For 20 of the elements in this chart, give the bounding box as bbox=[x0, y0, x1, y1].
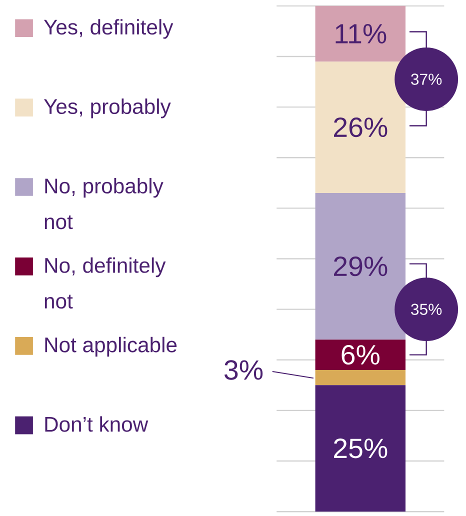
legend-label: Not applicable bbox=[45, 336, 177, 357]
legend-label: No, probably not bbox=[44, 178, 164, 230]
bar bbox=[315, 193, 406, 340]
data-label: 26% bbox=[334, 117, 388, 138]
data-label: 25% bbox=[334, 438, 388, 458]
bar bbox=[315, 370, 406, 386]
legend-label: No, definitely not bbox=[44, 257, 166, 309]
data-label: 11% bbox=[336, 24, 386, 44]
legend-label: Yes, probably bbox=[44, 98, 171, 118]
data-label: 3% bbox=[224, 360, 263, 380]
legend-label: Yes, definitely bbox=[44, 19, 174, 39]
bar bbox=[315, 385, 406, 512]
legend-label: Don’t know bbox=[45, 416, 148, 432]
data-label: 29% bbox=[334, 256, 388, 276]
data-label: 6% bbox=[342, 345, 380, 365]
bar bbox=[315, 62, 406, 194]
text: 37% bbox=[411, 74, 442, 85]
text: 35% bbox=[411, 304, 442, 315]
bar bbox=[315, 6, 406, 62]
bar bbox=[315, 340, 406, 370]
